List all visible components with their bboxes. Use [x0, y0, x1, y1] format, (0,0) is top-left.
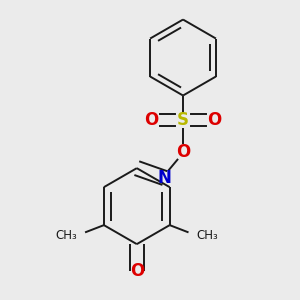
Text: N: N: [158, 169, 172, 187]
Text: O: O: [130, 262, 144, 280]
Text: S: S: [177, 111, 189, 129]
Text: CH₃: CH₃: [196, 229, 218, 242]
Text: O: O: [207, 111, 221, 129]
Text: O: O: [176, 143, 190, 161]
Text: O: O: [145, 111, 159, 129]
Text: CH₃: CH₃: [56, 229, 77, 242]
